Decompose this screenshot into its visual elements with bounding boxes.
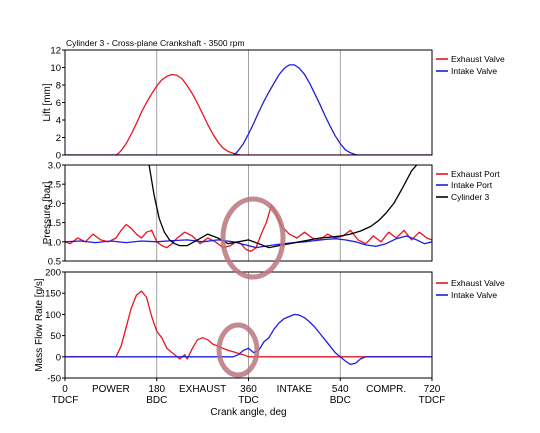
x-tick-label: 540 — [332, 384, 349, 395]
x-tick-sublabel: TDCF — [419, 395, 446, 406]
x-tick-label: 180 — [148, 384, 165, 395]
highlight-circle-massflow — [216, 322, 260, 378]
panel-1: 0 2 4 6 8 10 12 Lift [mm] Exhaust Valve Intake Va… — [42, 46, 505, 162]
x-tick-sublabel: TDCF — [52, 395, 79, 406]
stroke-label: INTAKE — [277, 384, 313, 395]
y-tick-label: 0 — [56, 352, 61, 363]
series-line-intake-valve — [65, 64, 432, 155]
y-tick-label: 1.5 — [48, 218, 61, 229]
y-tick-label: 2.0 — [48, 199, 61, 210]
y-tick-label: 10 — [50, 63, 61, 74]
legend-label: Exhaust Port — [451, 169, 500, 179]
legend-label: Exhaust Valve — [451, 54, 505, 64]
stroke-label: POWER — [92, 384, 130, 395]
y-tick-label: -50 — [47, 374, 61, 385]
y-tick-label: 1.0 — [48, 237, 61, 248]
y-tick-label: 2 — [56, 133, 61, 144]
panel-frame — [64, 49, 433, 156]
x-tick-sublabel: TDC — [238, 395, 259, 406]
y-axis-label: Lift [mm] — [42, 83, 53, 122]
x-axis-label: Crank angle, deg — [210, 407, 286, 418]
x-tick-label: 0 — [62, 384, 68, 395]
series-line-intake-valve — [65, 313, 432, 366]
highlight-circles — [216, 196, 286, 378]
series-line-exhaust-valve — [65, 73, 432, 155]
legend-label: Intake Valve — [451, 290, 497, 300]
y-tick-label: 50 — [50, 331, 61, 342]
legend-label: Intake Valve — [451, 66, 497, 76]
x-tick-sublabel: BDC — [330, 395, 351, 406]
y-tick-label: 4 — [56, 116, 61, 127]
y-tick-label: 100 — [45, 310, 61, 321]
series-line-cylinder-3 — [148, 165, 418, 249]
legend-label: Cylinder 3 — [451, 192, 490, 202]
stroke-label: EXHAUST — [179, 384, 226, 395]
panel-frame — [64, 164, 433, 262]
chart-title: Cylinder 3 - Cross-plane Crankshaft - 35… — [66, 38, 245, 48]
panel-2: 0.5 1.0 1.5 2.0 2.5 3.0 Pressure [bar] Exhaust … — [42, 161, 500, 268]
y-tick-label: 8 — [56, 81, 61, 92]
legend-label: Exhaust Valve — [451, 278, 505, 288]
x-tick-sublabel: BDC — [146, 395, 167, 406]
legend-label: Intake Port — [451, 180, 493, 190]
x-tick-label: 360 — [240, 384, 257, 395]
y-tick-label: 150 — [45, 289, 61, 300]
y-tick-label: 0 — [56, 151, 61, 162]
series-line-intake-port — [65, 235, 432, 249]
y-tick-label: 3.0 — [48, 161, 61, 172]
y-tick-label: 200 — [45, 268, 61, 279]
y-tick-label: 2.5 — [48, 180, 61, 191]
y-tick-label: 12 — [50, 46, 61, 57]
highlight-circle-pressure — [220, 196, 286, 280]
y-axis-label: Mass Flow Rate [g/s] — [34, 278, 45, 372]
x-tick-label: 720 — [424, 384, 441, 395]
y-tick-label: 6 — [56, 98, 61, 109]
y-axis-label: Pressure [bar] — [42, 181, 53, 244]
y-tick-label: 0.5 — [48, 257, 61, 268]
stroke-label: COMPR. — [366, 384, 406, 395]
